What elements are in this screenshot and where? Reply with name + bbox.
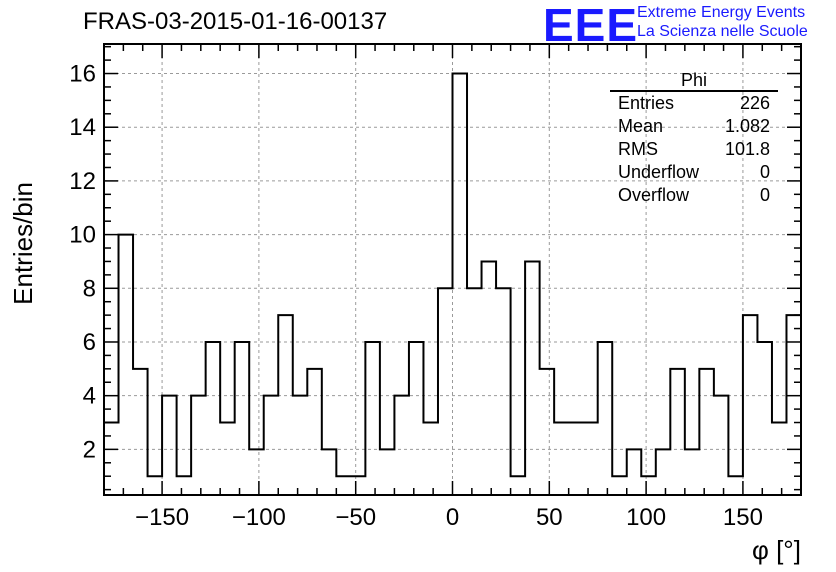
histogram-bin: [496, 288, 511, 495]
x-tick-label: 150: [723, 504, 763, 531]
stats-value: 101.8: [724, 139, 770, 159]
histogram-bin: [336, 476, 351, 495]
y-tick-label: 6: [83, 329, 96, 356]
histogram-bin: [743, 315, 758, 495]
histogram-bin: [511, 476, 526, 495]
histogram-bin: [612, 476, 627, 495]
histogram-bin: [249, 449, 264, 495]
histogram-bin: [351, 476, 366, 495]
histogram-bin: [423, 423, 438, 495]
y-tick-label: 8: [83, 275, 96, 302]
x-tick-label: 50: [536, 504, 563, 531]
histogram-bin: [685, 449, 700, 495]
histogram-bin: [453, 74, 468, 495]
stats-label: Mean: [618, 116, 664, 136]
x-axis-label: φ [°]: [752, 535, 801, 565]
histogram-bin: [206, 342, 221, 495]
histogram-bin: [380, 449, 395, 495]
stats-label: Entries: [618, 93, 675, 113]
histogram-bin: [641, 476, 656, 495]
histogram-bin: [714, 396, 729, 495]
histogram-bin: [757, 342, 772, 495]
histogram-line: [104, 72, 802, 478]
histogram-bin: [177, 476, 192, 495]
stats-row-mean: Mean 1.082: [610, 115, 778, 138]
y-axis-label: Entries/bin: [8, 182, 38, 305]
histogram-bin: [365, 342, 380, 495]
y-tick-label: 12: [69, 168, 96, 195]
logo-line-2: La Scienza nelle Scuole: [637, 23, 808, 40]
x-tick-label: −50: [335, 504, 376, 531]
chart-title: FRAS-03-2015-01-16-00137: [83, 8, 388, 35]
histogram-bin: [554, 423, 569, 495]
histogram-bin: [220, 423, 235, 495]
stats-label: Underflow: [618, 162, 700, 182]
histogram-bin: [278, 315, 293, 495]
stats-value: 226: [739, 93, 770, 113]
histogram-bin: [598, 342, 613, 495]
histogram-bin: [772, 423, 787, 495]
histogram-bin: [438, 288, 453, 495]
y-tick-label: 10: [69, 222, 96, 249]
histogram-bin: [104, 423, 119, 495]
y-tick-label: 16: [69, 61, 96, 88]
stats-label: RMS: [618, 139, 658, 159]
logo-line-1: Extreme Energy Events: [637, 4, 806, 21]
x-tick-label: 0: [446, 504, 459, 531]
histogram-bin: [728, 476, 743, 495]
histogram-bin: [583, 423, 598, 495]
histogram-bin: [293, 396, 308, 495]
histogram-bin: [394, 396, 409, 495]
histogram-bin: [569, 423, 584, 495]
histogram-bin: [148, 476, 163, 495]
x-tick-label: 100: [626, 504, 666, 531]
stats-row-rms: RMS 101.8: [610, 138, 778, 161]
histogram-bin: [162, 396, 177, 495]
histogram-bin: [525, 261, 540, 495]
logo-text: Extreme Energy Events La Scienza nelle S…: [637, 3, 808, 41]
histogram-bin: [119, 235, 134, 495]
histogram-bin: [467, 288, 482, 495]
histogram-bin: [322, 449, 337, 495]
y-tick-label: 4: [83, 383, 96, 410]
stats-value: 0: [759, 185, 770, 205]
histogram-bin: [482, 261, 497, 495]
stats-value: 1.082: [724, 116, 770, 136]
histogram-bin: [627, 449, 642, 495]
eee-logo: EEE: [543, 0, 639, 51]
stats-value: 0: [759, 162, 770, 182]
histogram-bin: [307, 369, 322, 495]
stats-row-overflow: Overflow 0: [610, 184, 778, 207]
histogram-bin: [699, 369, 714, 495]
histogram-bin: [656, 449, 671, 495]
histogram-bin: [670, 369, 685, 495]
y-tick-label: 2: [83, 436, 96, 463]
stats-box: Phi Entries 226 Mean 1.082 RMS 101.8 Und…: [610, 70, 778, 207]
stats-title: Phi: [610, 70, 778, 92]
histogram-bin: [540, 369, 555, 495]
histogram-bin: [133, 369, 148, 495]
x-tick-label: −150: [135, 504, 189, 531]
stats-row-entries: Entries 226: [610, 92, 778, 115]
histogram-bin: [191, 396, 206, 495]
stats-label: Overflow: [618, 185, 690, 205]
histogram-bin: [264, 396, 279, 495]
histogram-bin: [235, 342, 250, 495]
histogram-bin: [409, 342, 424, 495]
stats-row-underflow: Underflow 0: [610, 161, 778, 184]
x-tick-label: −100: [232, 504, 286, 531]
y-tick-label: 14: [69, 114, 96, 141]
